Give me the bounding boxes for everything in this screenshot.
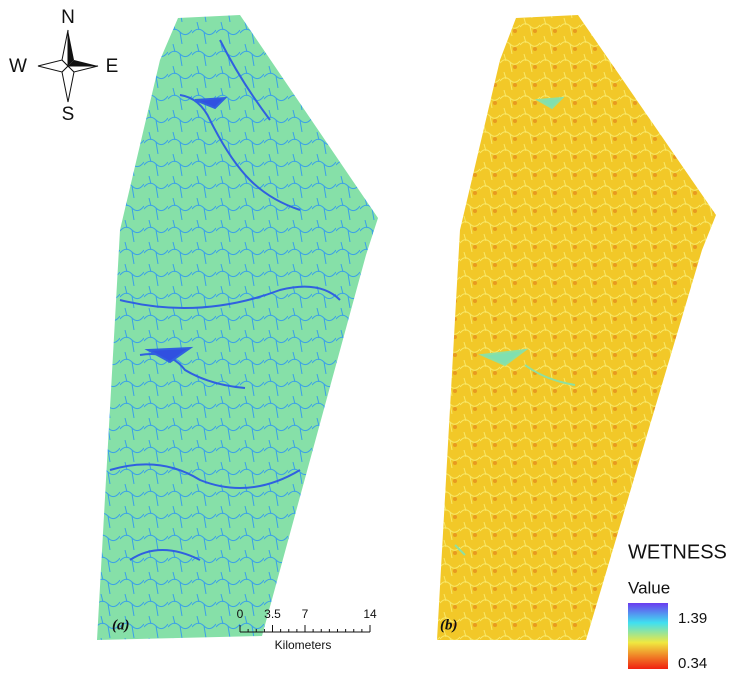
panel-label: (a) — [112, 617, 130, 633]
scale-unit: Kilometers — [275, 638, 332, 652]
scale-tick-label: 7 — [302, 607, 309, 621]
legend-max: 1.39 — [678, 610, 707, 627]
map-figure: (a) (b) N S W E Kilometers 0 3.5 7 14 WETNE… — [0, 0, 735, 679]
scale-tick-label: 3.5 — [264, 607, 281, 621]
terrain-a — [97, 15, 378, 640]
legend-colorbar — [628, 603, 668, 669]
legend: WETNESS Value 1.39 0.34 — [628, 541, 727, 672]
compass-north: N — [61, 7, 75, 28]
map-panel-a: (a) — [97, 15, 378, 640]
legend-title: WETNESS — [628, 541, 727, 563]
compass: N S W E — [9, 7, 118, 125]
compass-south: S — [62, 104, 75, 125]
scale-tick-label: 14 — [363, 607, 377, 621]
compass-west: W — [9, 56, 27, 77]
legend-min: 0.34 — [678, 655, 707, 672]
compass-east: E — [106, 56, 119, 77]
scale-tick-label: 0 — [237, 607, 244, 621]
panel-label: (b) — [440, 617, 458, 633]
legend-subtitle: Value — [628, 578, 670, 597]
